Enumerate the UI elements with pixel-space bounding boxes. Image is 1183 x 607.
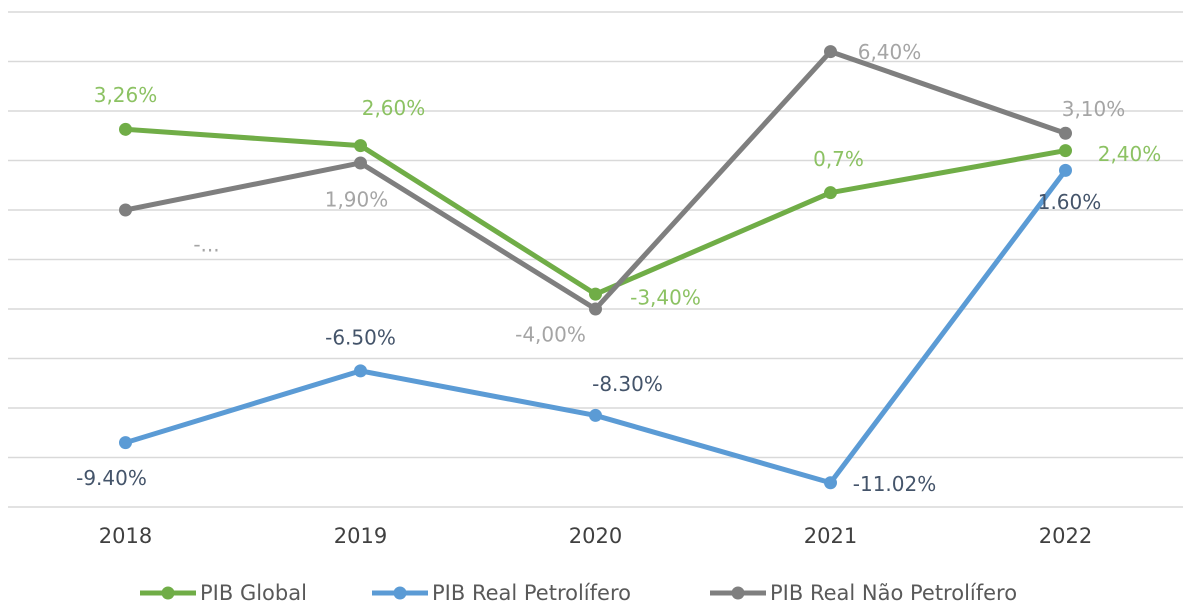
series-line [124,168,1068,486]
point [119,203,132,217]
data-label: 1.60% [1038,190,1102,214]
x-tick-label: 2022 [1039,524,1092,548]
data-label: -9.40% [76,466,147,490]
point [119,436,132,450]
x-tick-label: 2021 [804,524,857,548]
point [354,139,367,153]
legend-marker [731,586,745,600]
point [824,45,837,59]
legend-marker [161,586,175,600]
x-tick-label: 2019 [334,524,387,548]
data-label: 0,7% [813,147,864,171]
data-label: 3,26% [94,83,158,107]
point [589,287,602,301]
point [589,408,602,422]
point [1059,126,1072,140]
data-label: 3,10% [1062,97,1126,121]
series-line [125,126,1066,297]
point [1059,144,1072,158]
data-label: -8.30% [592,372,663,396]
legend-label: PIB Real Petrolífero [432,581,631,605]
point [589,302,602,316]
data-label: 6,40% [858,40,922,64]
data-label: -11.02% [853,472,936,496]
data-label: -4,00% [515,323,586,347]
series-line [125,49,1067,312]
data-label: 1,90% [325,187,389,211]
point [354,156,367,170]
data-label: -6.50% [325,325,396,349]
x-tick-label: 2018 [99,524,152,548]
point [354,364,367,378]
point [824,186,837,200]
point [824,476,837,490]
data-label: 2,40% [1098,142,1162,166]
data-label: -... [193,233,219,257]
point [119,122,132,136]
legend-label: PIB Real Não Petrolífero [770,581,1017,605]
data-label: -3,40% [630,286,701,310]
data-label: 2,60% [362,96,426,120]
point [1059,163,1072,177]
legend-label: PIB Global [200,581,307,605]
legend-marker [393,586,407,600]
x-tick-label: 2020 [569,524,622,548]
